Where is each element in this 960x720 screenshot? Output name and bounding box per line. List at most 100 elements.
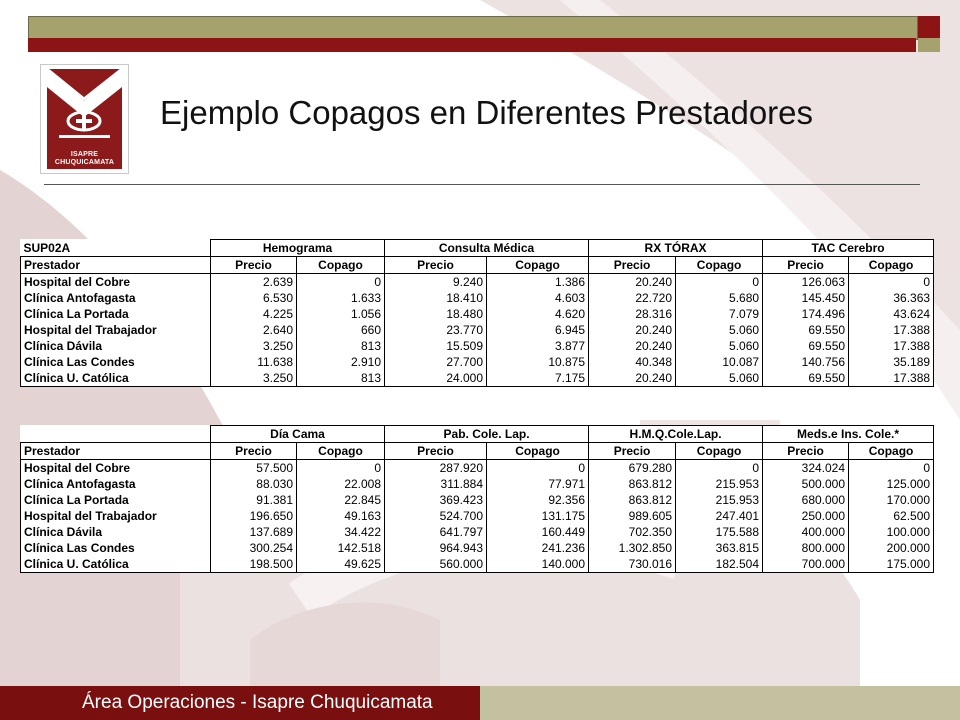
table-cell: 5.060 <box>675 338 764 354</box>
table-cell: 9.240 <box>384 273 488 290</box>
table-row: Clínica Las Condes 11.638 2.910 27.700 1… <box>20 354 935 370</box>
table-1-subheader: Precio <box>210 256 297 274</box>
table-1-group-header: Consulta Médica <box>384 239 590 257</box>
table-cell: 22.008 <box>295 476 386 492</box>
table-cell: 49.625 <box>295 556 386 573</box>
table-cell: 287.920 <box>384 459 488 476</box>
table-row: Clínica U. Católica 3.250 813 24.000 7.1… <box>20 370 935 387</box>
table-row: Clínica U. Católica 198.500 49.625 560.0… <box>20 556 935 573</box>
table-cell: 160.449 <box>486 524 590 540</box>
top-decorative-bar-red <box>28 38 916 52</box>
table-cell: 142.518 <box>295 540 386 556</box>
footer-bar <box>0 686 480 720</box>
table-cell: 18.480 <box>384 306 488 322</box>
top-decorative-bar-olive <box>28 16 918 40</box>
table-1-group-header-row: SUP02A Hemograma Consulta Médica RX TÓRA… <box>20 239 935 257</box>
table-cell: 7.079 <box>675 306 764 322</box>
table-row: Hospital del Trabajador 196.650 49.163 5… <box>20 508 935 524</box>
table-1-group-header: TAC Cerebro <box>762 239 935 257</box>
table-1-group-header: Hemograma <box>209 239 386 257</box>
table-cell: 198.500 <box>210 556 297 573</box>
table-cell-prestador: Clínica U. Católica <box>20 556 211 573</box>
table-cell: 22.720 <box>588 290 677 306</box>
table-1-code: SUP02A <box>20 239 211 257</box>
table-row: Clínica Dávila 137.689 34.422 641.797 16… <box>20 524 935 540</box>
table-cell: 6.530 <box>210 290 297 306</box>
table-cell: 369.423 <box>384 492 488 508</box>
table-cell: 660 <box>295 322 386 338</box>
table-cell: 43.624 <box>848 306 935 322</box>
table-cell-prestador: Clínica Dávila <box>20 524 211 540</box>
table-cell: 680.000 <box>762 492 850 508</box>
table-cell: 215.953 <box>675 476 764 492</box>
table-2-subheader: Copago <box>295 442 386 460</box>
table-cell: 145.450 <box>762 290 850 306</box>
table-cell: 20.240 <box>588 338 677 354</box>
table-row: Hospital del Cobre 2.639 0 9.240 1.386 2… <box>20 273 935 290</box>
table-cell: 15.509 <box>384 338 488 354</box>
table-cell-prestador: Clínica Dávila <box>20 338 211 354</box>
table-2-subheader: Precio <box>588 442 677 460</box>
table-cell-prestador: Hospital del Cobre <box>20 459 211 476</box>
table-cell: 100.000 <box>848 524 935 540</box>
table-cell: 27.700 <box>384 354 488 370</box>
table-cell: 0 <box>486 459 590 476</box>
table-2-subheader: Precio <box>210 442 297 460</box>
logo-text-isapre: ISAPRE <box>70 151 99 158</box>
table-cell: 175.588 <box>675 524 764 540</box>
table-cell: 250.000 <box>762 508 850 524</box>
table-cell-prestador: Clínica U. Católica <box>20 370 211 387</box>
table-2-subheader: Copago <box>848 442 935 460</box>
table-cell: 215.953 <box>675 492 764 508</box>
table-2-subheader-row: Prestador Precio Copago Precio Copago Pr… <box>20 442 935 460</box>
table-cell: 2.910 <box>295 354 386 370</box>
table-cell: 49.163 <box>295 508 386 524</box>
table-cell: 35.189 <box>848 354 935 370</box>
table-2-group-header: Día Cama <box>209 425 386 443</box>
table-cell: 6.945 <box>486 322 590 338</box>
table-cell: 311.884 <box>384 476 488 492</box>
table-cell: 3.250 <box>210 338 297 354</box>
table-cell: 22.845 <box>295 492 386 508</box>
table-1-subheader: Copago <box>675 256 764 274</box>
table-row: Hospital del Cobre 57.500 0 287.920 0 67… <box>20 459 935 476</box>
title-divider <box>44 184 920 185</box>
table-cell: 2.639 <box>210 273 297 290</box>
table-cell: 0 <box>675 273 764 290</box>
table-cell: 247.401 <box>675 508 764 524</box>
table-2-subheader: Copago <box>675 442 764 460</box>
table-cell: 170.000 <box>848 492 935 508</box>
table-cell: 17.388 <box>848 370 935 387</box>
table-cell: 700.000 <box>762 556 850 573</box>
table-row: Clínica Antofagasta 6.530 1.633 18.410 4… <box>20 290 935 306</box>
table-cell: 69.550 <box>762 370 850 387</box>
table-cell: 3.250 <box>210 370 297 387</box>
table-cell: 730.016 <box>588 556 677 573</box>
table-2-group-header-row: Día Cama Pab. Cole. Lap. H.M.Q.Cole.Lap.… <box>20 425 935 443</box>
table-cell: 69.550 <box>762 322 850 338</box>
table-cell-prestador: Hospital del Trabajador <box>20 508 211 524</box>
table-cell: 1.386 <box>486 273 590 290</box>
table-cell-prestador: Clínica Antofagasta <box>20 476 211 492</box>
table-cell: 200.000 <box>848 540 935 556</box>
table-1-subheader-row: Prestador Precio Copago Precio Copago Pr… <box>20 256 935 274</box>
logo-emblem-icon <box>46 67 123 169</box>
copago-table-1: SUP02A Hemograma Consulta Médica RX TÓRA… <box>20 239 935 387</box>
table-cell: 182.504 <box>675 556 764 573</box>
table-cell: 10.087 <box>675 354 764 370</box>
table-cell: 92.356 <box>486 492 590 508</box>
table-cell: 702.350 <box>588 524 677 540</box>
table-cell: 800.000 <box>762 540 850 556</box>
table-cell: 1.302.850 <box>588 540 677 556</box>
table-cell-prestador: Hospital del Trabajador <box>20 322 211 338</box>
table-cell: 679.280 <box>588 459 677 476</box>
footer-text: Área Operaciones - Isapre Chuquicamata <box>82 692 433 713</box>
table-cell: 18.410 <box>384 290 488 306</box>
table-cell-prestador: Clínica Las Condes <box>20 354 211 370</box>
table-cell: 813 <box>295 370 386 387</box>
table-cell: 5.060 <box>675 322 764 338</box>
table-cell: 126.063 <box>762 273 850 290</box>
logo-text-chuquicamata: CHUQUICAMATA <box>54 159 115 166</box>
table-cell: 363.815 <box>675 540 764 556</box>
table-cell: 241.236 <box>486 540 590 556</box>
